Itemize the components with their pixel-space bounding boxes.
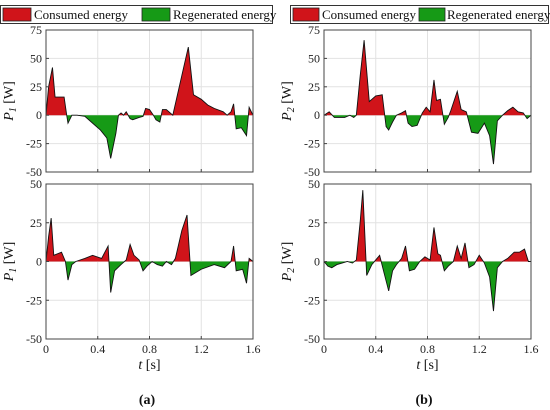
plot-p2-top: -50 -25 0 25 50 75 P2 [W] [280, 23, 532, 179]
legend-swatch-consumed-right [292, 7, 320, 22]
ytick-label-p1-bottom-1: -25 [26, 293, 42, 307]
xtick-label-p2-bottom-3: 1.2 [472, 342, 487, 356]
xtick-label-p2-bottom-1: 0.4 [368, 342, 383, 356]
plot-p1-bottom: -50 -25 0 25 50 0 0.4 0.8 1.2 1.6 P1 [W] t [s] [2, 177, 261, 373]
xlabel-p2-bottom: t [s] [416, 358, 438, 373]
ytick-label-p2-bottom-2: 0 [314, 255, 320, 269]
ytick-label-p2-top-4: 50 [308, 51, 320, 65]
ytick-label-p1-top-4: 50 [30, 51, 42, 65]
plot-p2-bottom: -50 -25 0 25 50 0 0.4 0.8 1.2 1.6 P2 [W] t [s] [280, 177, 539, 373]
legend-swatch-consumed-left [2, 7, 32, 22]
ytick-label-p2-top-5: 75 [308, 23, 320, 37]
xtick-label-p1-bottom-1: 0.4 [90, 342, 105, 356]
ytick-label-p2-top-2: 0 [314, 108, 320, 122]
xtick-label-p1-bottom-3: 1.2 [194, 342, 209, 356]
xtick-label-p1-bottom-2: 0.8 [142, 342, 157, 356]
ytick-label-p1-bottom-0: -50 [26, 332, 42, 346]
ylabel-p1-bottom: P1 [W] [2, 242, 19, 283]
legend-left: Consumed energy Regenerated energy [0, 5, 277, 24]
area-regenerated-p2-top [324, 115, 531, 165]
ylabel-p2-bottom: P2 [W] [280, 242, 297, 283]
ytick-label-p2-top-3: 25 [308, 80, 320, 94]
ytick-label-p2-bottom-3: 25 [308, 216, 320, 230]
xtick-label-p2-bottom-4: 1.6 [524, 342, 539, 356]
panel-label-b: (b) [415, 393, 432, 408]
signal-line-p2-bottom [323, 190, 531, 312]
ytick-label-p2-bottom-0: -50 [304, 332, 320, 346]
ytick-label-p1-bottom-2: 0 [36, 255, 42, 269]
ytick-label-p1-top-5: 75 [30, 23, 42, 37]
panel-label-a: (a) [139, 393, 156, 408]
ytick-label-p1-bottom-4: 50 [30, 177, 42, 191]
legend-label-consumed-left: Consumed energy [34, 7, 128, 22]
xtick-label-p1-bottom-4: 1.6 [246, 342, 261, 356]
xtick-label-p2-bottom-0: 0 [321, 342, 327, 356]
area-consumed-p1-bottom [46, 215, 253, 262]
xtick-label-p2-bottom-2: 0.8 [420, 342, 435, 356]
legend-label-regenerated-left: Regenerated energy [173, 7, 277, 22]
legend-label-regenerated-right: Regenerated energy [447, 7, 550, 22]
signal-line-p1-top [45, 46, 254, 159]
legend-label-consumed-right: Consumed energy [322, 7, 416, 22]
ytick-label-p1-top-0: -50 [26, 165, 42, 179]
plot-p1-top: -50 -25 0 25 50 75 P1 [W] [2, 23, 254, 179]
ytick-label-p2-top-0: -50 [304, 165, 320, 179]
legend-swatch-regenerated-left [141, 7, 171, 22]
ytick-label-p1-top-3: 25 [30, 80, 42, 94]
ytick-label-p2-bottom-4: 50 [308, 177, 320, 191]
ylabel-p2-top: P2 [W] [280, 81, 297, 122]
xlabel-p1-bottom: t [s] [138, 358, 160, 373]
ytick-label-p2-top-1: -25 [304, 137, 320, 151]
ytick-label-p1-top-2: 0 [36, 108, 42, 122]
xtick-label-p1-bottom-0: 0 [43, 342, 49, 356]
ylabel-p1-top: P1 [W] [2, 81, 19, 122]
signal-line-p2-top [323, 40, 532, 165]
area-regenerated-p1-top [46, 115, 253, 159]
ytick-label-p1-bottom-3: 25 [30, 216, 42, 230]
ytick-label-p2-bottom-1: -25 [304, 293, 320, 307]
legend-swatch-regenerated-right [418, 7, 446, 22]
signal-line-p1-bottom [45, 214, 254, 293]
ytick-label-p1-top-1: -25 [26, 137, 42, 151]
legend-right: Consumed energy Regenerated energy [290, 5, 550, 24]
